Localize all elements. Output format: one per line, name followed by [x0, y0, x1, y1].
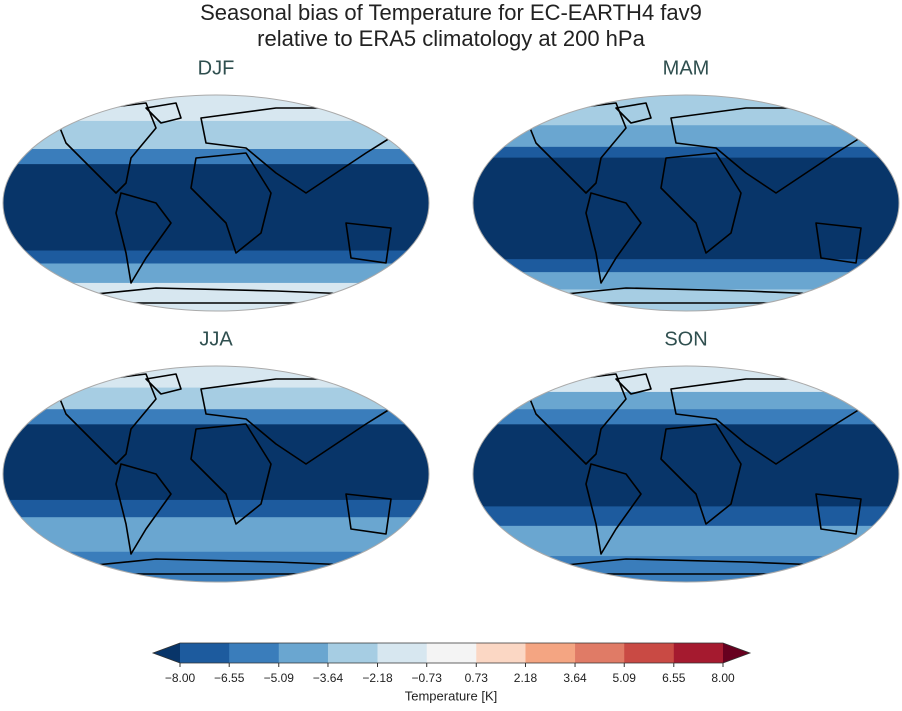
field-band — [473, 272, 899, 290]
field-band — [3, 149, 429, 165]
panel-title: SON — [664, 328, 707, 350]
map-panel — [473, 95, 899, 311]
field-band — [3, 499, 429, 518]
colorbar-extend-min — [153, 643, 180, 663]
colorbar-tick-label: −3.64 — [313, 671, 344, 685]
colorbar-segment — [278, 643, 329, 663]
colorbar-extend-max — [723, 643, 750, 663]
colorbar-segment — [575, 643, 625, 663]
field-band — [3, 366, 429, 389]
colorbar-segment — [624, 643, 675, 663]
field-band — [3, 250, 429, 264]
field-band — [473, 525, 899, 557]
map-border — [2, 365, 430, 583]
colorbar-tick-label: −5.09 — [264, 671, 295, 685]
colorbar-tick-label: 5.09 — [613, 671, 637, 685]
colorbar-tick-label: −8.00 — [165, 671, 196, 685]
colorbar-tick-label: −2.18 — [362, 671, 393, 685]
field-band — [473, 424, 899, 507]
field-band — [3, 517, 429, 553]
colorbar-tick-label: 8.00 — [711, 671, 735, 685]
colorbar-segment — [377, 643, 428, 663]
panel-title: MAM — [663, 57, 710, 79]
colorbar-tick-label: 0.73 — [465, 671, 489, 685]
colorbar-segment — [229, 643, 280, 663]
map-border — [472, 94, 900, 312]
map-border — [2, 94, 430, 312]
colorbar-segment — [525, 643, 576, 663]
colorbar-segment — [327, 643, 378, 663]
colorbar-tick-label: 6.55 — [662, 671, 686, 685]
colorbar-segment — [180, 643, 230, 663]
colorbar-label: Temperature [K] — [405, 688, 498, 703]
colorbar-tick-label: −0.73 — [412, 671, 443, 685]
field-band — [473, 259, 899, 273]
colorbar-segment — [673, 643, 724, 663]
field-band — [473, 146, 899, 159]
field-band — [473, 506, 899, 527]
panel-title: DJF — [198, 57, 235, 79]
field-band — [3, 263, 429, 284]
field-band — [3, 282, 429, 311]
colorbar-tick-label: 2.18 — [514, 671, 538, 685]
field-band — [473, 157, 899, 260]
field-band — [473, 125, 899, 148]
panel-title: JJA — [199, 328, 233, 350]
map-panel — [3, 95, 429, 311]
field-band — [3, 409, 429, 425]
field-band — [3, 551, 429, 582]
title-line: relative to ERA5 climatology at 200 hPa — [257, 26, 645, 51]
colorbar-tick-label: 3.64 — [563, 671, 587, 685]
map-panel — [3, 366, 429, 582]
colorbar-segment — [426, 643, 477, 663]
field-band — [3, 120, 429, 150]
field-band — [473, 391, 899, 410]
colorbar-segment — [476, 643, 526, 663]
map-panel — [473, 366, 899, 582]
title-line: Seasonal bias of Temperature for EC-EART… — [200, 0, 702, 25]
colorbar-tick-label: −6.55 — [214, 671, 245, 685]
field-band — [3, 164, 429, 252]
field-band — [3, 424, 429, 501]
field-band — [3, 95, 429, 122]
field-band — [473, 95, 899, 126]
field-band — [473, 289, 899, 311]
field-band — [3, 387, 429, 410]
field-band — [473, 409, 899, 425]
field-band — [473, 366, 899, 393]
map-border — [472, 365, 900, 583]
